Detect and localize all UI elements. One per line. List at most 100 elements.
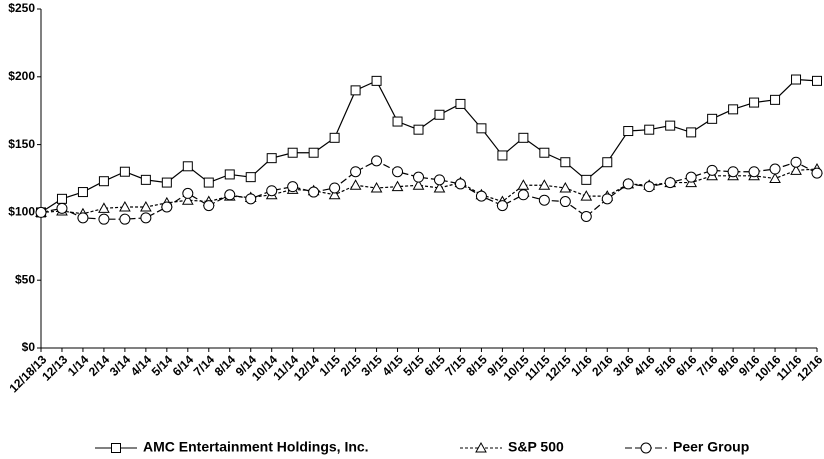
marker <box>623 126 634 137</box>
legend-label: AMC Entertainment Holdings, Inc. <box>143 439 369 455</box>
marker <box>413 124 424 135</box>
marker <box>601 193 613 205</box>
marker <box>308 147 319 158</box>
marker <box>203 200 215 212</box>
marker <box>581 174 592 185</box>
marker <box>643 181 655 193</box>
marker <box>517 189 529 201</box>
x-tick-label: 8/14 <box>212 352 239 379</box>
x-tick-label: 1/16 <box>568 352 595 379</box>
marker <box>749 97 760 108</box>
marker <box>119 213 131 225</box>
marker <box>140 200 152 212</box>
marker <box>497 150 508 161</box>
marker <box>392 116 403 127</box>
x-tick-label: 4/16 <box>631 352 658 379</box>
marker <box>56 193 67 204</box>
marker <box>77 212 89 224</box>
marker <box>706 164 718 176</box>
marker <box>640 442 652 454</box>
x-tick-label: 1/14 <box>65 352 92 379</box>
marker <box>455 98 466 109</box>
marker <box>791 74 802 85</box>
marker <box>707 113 718 124</box>
marker <box>433 174 445 186</box>
marker <box>685 171 697 183</box>
marker <box>77 187 88 198</box>
marker <box>245 172 256 183</box>
legend-item: S&P 500 <box>460 439 564 455</box>
marker <box>181 194 194 205</box>
marker <box>665 120 676 131</box>
x-tick-label: 5/16 <box>652 352 679 379</box>
marker <box>111 443 121 453</box>
x-tick-label: 4/14 <box>128 352 155 379</box>
x-tick-label: 1/15 <box>317 352 344 379</box>
marker <box>287 181 299 193</box>
marker <box>35 206 47 218</box>
marker <box>769 163 781 175</box>
marker <box>686 127 697 138</box>
marker <box>182 161 193 172</box>
marker <box>224 169 235 180</box>
marker <box>811 167 823 179</box>
x-tick-label: 6/14 <box>170 352 197 379</box>
legend-label: Peer Group <box>673 439 749 455</box>
marker <box>98 202 110 213</box>
legend-label: S&P 500 <box>508 439 564 455</box>
marker <box>559 196 571 208</box>
x-tick-label: 5/15 <box>400 352 427 379</box>
marker <box>266 185 278 197</box>
marker <box>161 201 173 213</box>
marker <box>266 153 277 164</box>
x-tick-label: 6/15 <box>421 352 448 379</box>
marker <box>475 190 487 202</box>
marker <box>350 166 362 178</box>
marker <box>161 177 172 188</box>
marker <box>790 156 802 168</box>
marker <box>812 75 822 86</box>
series-line <box>40 160 818 220</box>
marker <box>769 172 781 183</box>
marker <box>56 202 68 214</box>
marker <box>224 189 236 201</box>
legend-item: Peer Group <box>625 439 749 455</box>
marker <box>434 109 445 120</box>
x-tick-label: 3/16 <box>610 352 637 379</box>
marker <box>644 124 655 135</box>
marker <box>580 190 593 201</box>
marker <box>538 194 550 206</box>
marker <box>770 94 781 105</box>
y-tick-label: $200 <box>8 69 35 83</box>
marker <box>559 181 572 193</box>
y-tick-label: $0 <box>22 340 36 354</box>
x-tick-label: 8/15 <box>463 352 490 379</box>
marker <box>328 188 341 200</box>
x-tick-label: 6/16 <box>673 352 700 379</box>
marker <box>664 177 676 189</box>
marker <box>538 179 551 190</box>
marker <box>790 164 802 175</box>
marker <box>140 212 152 224</box>
marker <box>412 179 425 190</box>
marker <box>98 213 110 225</box>
marker <box>308 186 320 198</box>
marker <box>476 123 487 134</box>
x-tick-label: 5/14 <box>149 352 176 379</box>
marker <box>433 181 446 193</box>
marker <box>370 181 383 193</box>
marker <box>182 187 194 199</box>
marker <box>119 200 131 212</box>
marker <box>727 166 739 178</box>
marker <box>119 166 130 177</box>
x-tick-label: 2/14 <box>86 352 113 379</box>
marker <box>454 178 466 190</box>
marker <box>391 180 404 192</box>
marker <box>475 441 487 453</box>
marker <box>622 178 634 190</box>
marker <box>748 166 760 178</box>
marker <box>392 166 404 178</box>
legend-item: AMC Entertainment Holdings, Inc. <box>95 439 369 455</box>
marker <box>329 132 340 143</box>
